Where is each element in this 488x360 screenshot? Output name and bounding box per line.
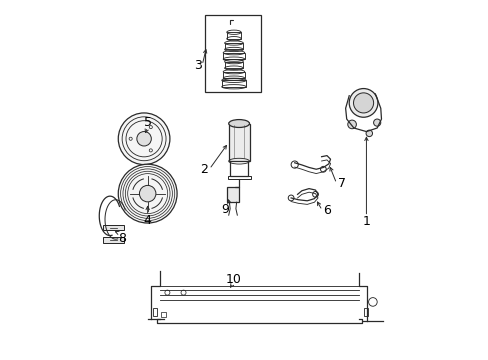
Text: 1: 1 <box>362 215 369 228</box>
Bar <box>226 32 241 39</box>
Bar <box>222 80 245 87</box>
Circle shape <box>118 113 169 165</box>
Bar <box>226 187 239 202</box>
Bar <box>153 309 157 316</box>
Text: 3: 3 <box>193 59 201 72</box>
Text: 4: 4 <box>143 214 151 227</box>
Text: 5: 5 <box>143 116 151 129</box>
Bar <box>224 43 243 49</box>
Bar <box>223 53 244 59</box>
Bar <box>227 176 250 179</box>
Text: 8: 8 <box>118 231 126 244</box>
Circle shape <box>353 93 373 113</box>
Text: 2: 2 <box>200 163 207 176</box>
Bar <box>223 72 244 78</box>
Circle shape <box>366 130 372 136</box>
Circle shape <box>118 164 177 223</box>
Text: 7: 7 <box>337 177 345 190</box>
Bar <box>228 123 249 161</box>
Bar <box>161 312 165 317</box>
Circle shape <box>348 89 377 117</box>
Bar <box>102 225 124 230</box>
Text: 6: 6 <box>323 204 330 217</box>
Bar <box>204 15 260 92</box>
Text: 9: 9 <box>221 203 229 216</box>
Circle shape <box>139 185 156 202</box>
Bar <box>363 309 367 316</box>
Ellipse shape <box>228 120 249 127</box>
Text: 10: 10 <box>225 273 241 286</box>
Bar <box>224 62 243 68</box>
Circle shape <box>137 131 151 146</box>
Circle shape <box>373 119 380 126</box>
Bar <box>102 237 124 243</box>
Circle shape <box>347 120 356 129</box>
